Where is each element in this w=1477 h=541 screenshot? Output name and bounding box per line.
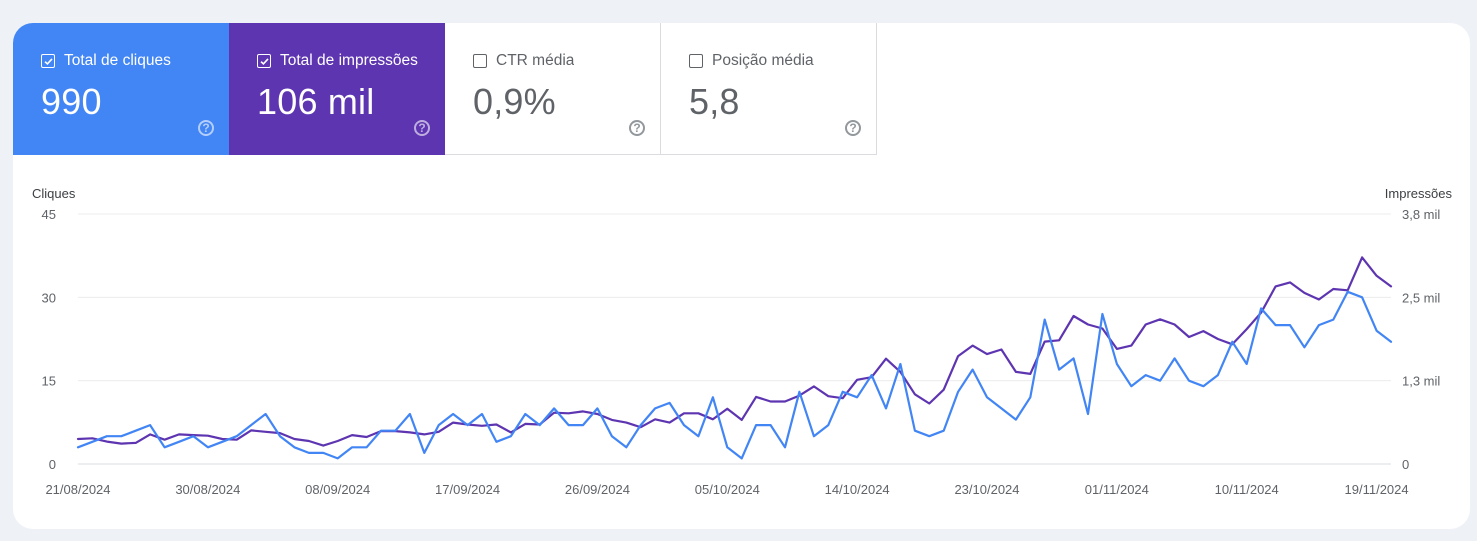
checkbox-checked-icon[interactable] (41, 54, 55, 68)
left-axis-title: Cliques (32, 186, 76, 201)
series-line-impressions (76, 256, 1393, 447)
metric-value: 0,9% (473, 81, 556, 122)
metric-average-position[interactable]: Posição média 5,8 ? (661, 23, 877, 155)
x-tick-label: 19/11/2024 (1345, 482, 1409, 497)
y-right-tick-label: 1,3 mil (1402, 374, 1440, 389)
y-left-tick-label: 30 (42, 290, 56, 305)
metric-header: CTR média (473, 52, 574, 70)
help-icon[interactable]: ? (629, 120, 645, 136)
y-left-tick-label: 45 (42, 207, 56, 222)
series-line-clicks (76, 290, 1393, 460)
right-axis-title: Impressões (1384, 186, 1452, 201)
metric-header: Total de cliques (41, 52, 171, 70)
x-tick-label: 01/11/2024 (1085, 482, 1149, 497)
checkbox-checked-icon[interactable] (257, 54, 271, 68)
x-tick-label: 10/11/2024 (1215, 482, 1279, 497)
y-left-tick-label: 15 (42, 374, 56, 389)
help-icon[interactable]: ? (198, 120, 214, 136)
x-tick-label: 08/09/2024 (305, 482, 370, 497)
metric-average-ctr[interactable]: CTR média 0,9% ? (445, 23, 661, 155)
checkbox-unchecked-icon[interactable] (473, 54, 487, 68)
metric-value: 990 (41, 81, 102, 122)
performance-card: Total de cliques 990 ? Total de impressõ… (13, 23, 1470, 529)
y-left-tick-label: 0 (49, 457, 56, 472)
x-tick-label: 30/08/2024 (175, 482, 240, 497)
y-right-tick-label: 2,5 mil (1402, 290, 1440, 305)
metric-value: 106 mil (257, 81, 375, 122)
metric-header: Posição média (689, 52, 814, 70)
x-tick-label: 26/09/2024 (565, 482, 630, 497)
help-icon[interactable]: ? (845, 120, 861, 136)
metric-tabs: Total de cliques 990 ? Total de impressõ… (13, 23, 877, 155)
y-right-tick-label: 0 (1402, 457, 1409, 472)
checkbox-unchecked-icon[interactable] (689, 54, 703, 68)
performance-chart: 0 0 15 1,3 mil 30 2,5 mil 45 3,8 mil 21/08/2024 3… (42, 207, 1441, 497)
metric-value: 5,8 (689, 81, 740, 122)
help-icon[interactable]: ? (414, 120, 430, 136)
x-tick-label: 21/08/2024 (45, 482, 110, 497)
x-tick-label: 05/10/2024 (695, 482, 760, 497)
x-tick-label: 17/09/2024 (435, 482, 500, 497)
metric-total-impressions[interactable]: Total de impressões 106 mil ? (229, 23, 445, 155)
x-tick-label: 23/10/2024 (954, 482, 1019, 497)
metric-total-clicks[interactable]: Total de cliques 990 ? (13, 23, 229, 155)
x-tick-label: 14/10/2024 (825, 482, 890, 497)
y-right-tick-label: 3,8 mil (1402, 207, 1440, 222)
metric-header: Total de impressões (257, 52, 418, 70)
